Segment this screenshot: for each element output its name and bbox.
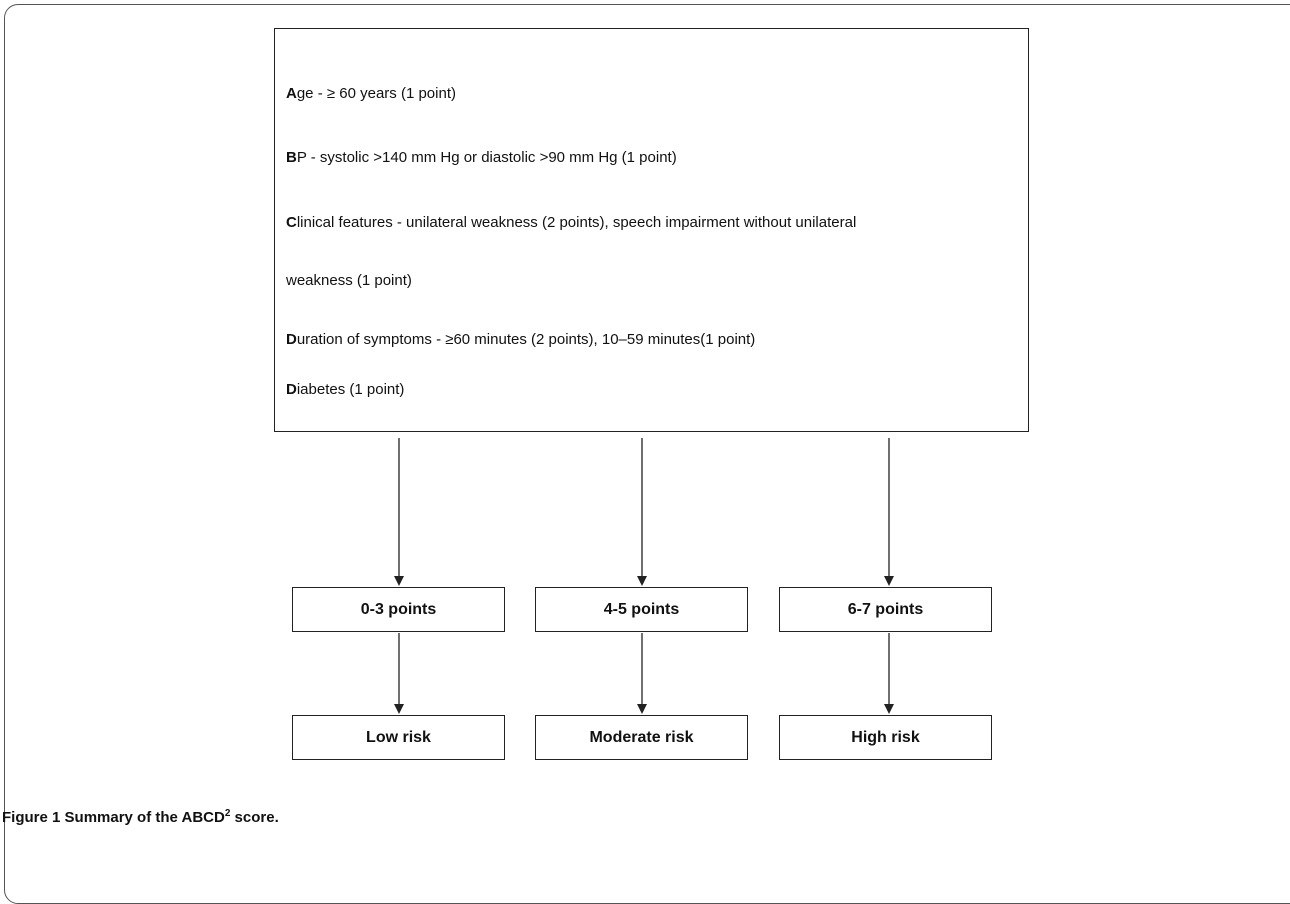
criterion-clinical: Clinical features - unilateral weakness … bbox=[286, 214, 856, 231]
criterion-diabetes-letter: D bbox=[286, 381, 297, 398]
criterion-diabetes-text: iabetes (1 point) bbox=[296, 381, 405, 398]
criterion-age: Age - ≥ 60 years (1 point) bbox=[286, 85, 456, 102]
criterion-age-text: ge - ≥ 60 years (1 point) bbox=[296, 85, 456, 102]
caption-prefix: Figure 1 bbox=[2, 809, 61, 826]
criterion-bp-letter: B bbox=[286, 149, 297, 166]
risk-box-moderate: Moderate risk bbox=[535, 715, 748, 760]
criterion-duration: Duration of symptoms - ≥60 minutes (2 po… bbox=[286, 331, 755, 348]
score-box-low: 0-3 points bbox=[292, 587, 505, 632]
caption-superscript: 2 bbox=[224, 808, 231, 819]
score-box-high: 6-7 points bbox=[779, 587, 992, 632]
criterion-duration-letter: D bbox=[286, 331, 297, 348]
figure-caption: Figure 1 Summary of the ABCD2 score. bbox=[2, 808, 279, 826]
score-box-moderate: 4-5 points bbox=[535, 587, 748, 632]
criterion-clinical-cont: weakness (1 point) bbox=[286, 272, 412, 289]
criterion-bp-text: P - systolic >140 mm Hg or diastolic >90… bbox=[296, 149, 677, 166]
caption-suffix: score. bbox=[230, 809, 279, 826]
criterion-bp: BP - systolic >140 mm Hg or diastolic >9… bbox=[286, 149, 677, 166]
criterion-diabetes: Diabetes (1 point) bbox=[286, 381, 404, 398]
caption-text: Summary of the ABCD bbox=[60, 809, 225, 826]
criterion-clinical-letter: C bbox=[286, 214, 297, 231]
criterion-duration-text: uration of symptoms - ≥60 minutes (2 poi… bbox=[296, 331, 756, 348]
risk-box-high: High risk bbox=[779, 715, 992, 760]
criterion-age-letter: A bbox=[286, 85, 297, 102]
criteria-box: Age - ≥ 60 years (1 point) BP - systolic… bbox=[274, 28, 1029, 432]
risk-box-low: Low risk bbox=[292, 715, 505, 760]
criterion-clinical-text: linical features - unilateral weakness (… bbox=[296, 214, 857, 231]
